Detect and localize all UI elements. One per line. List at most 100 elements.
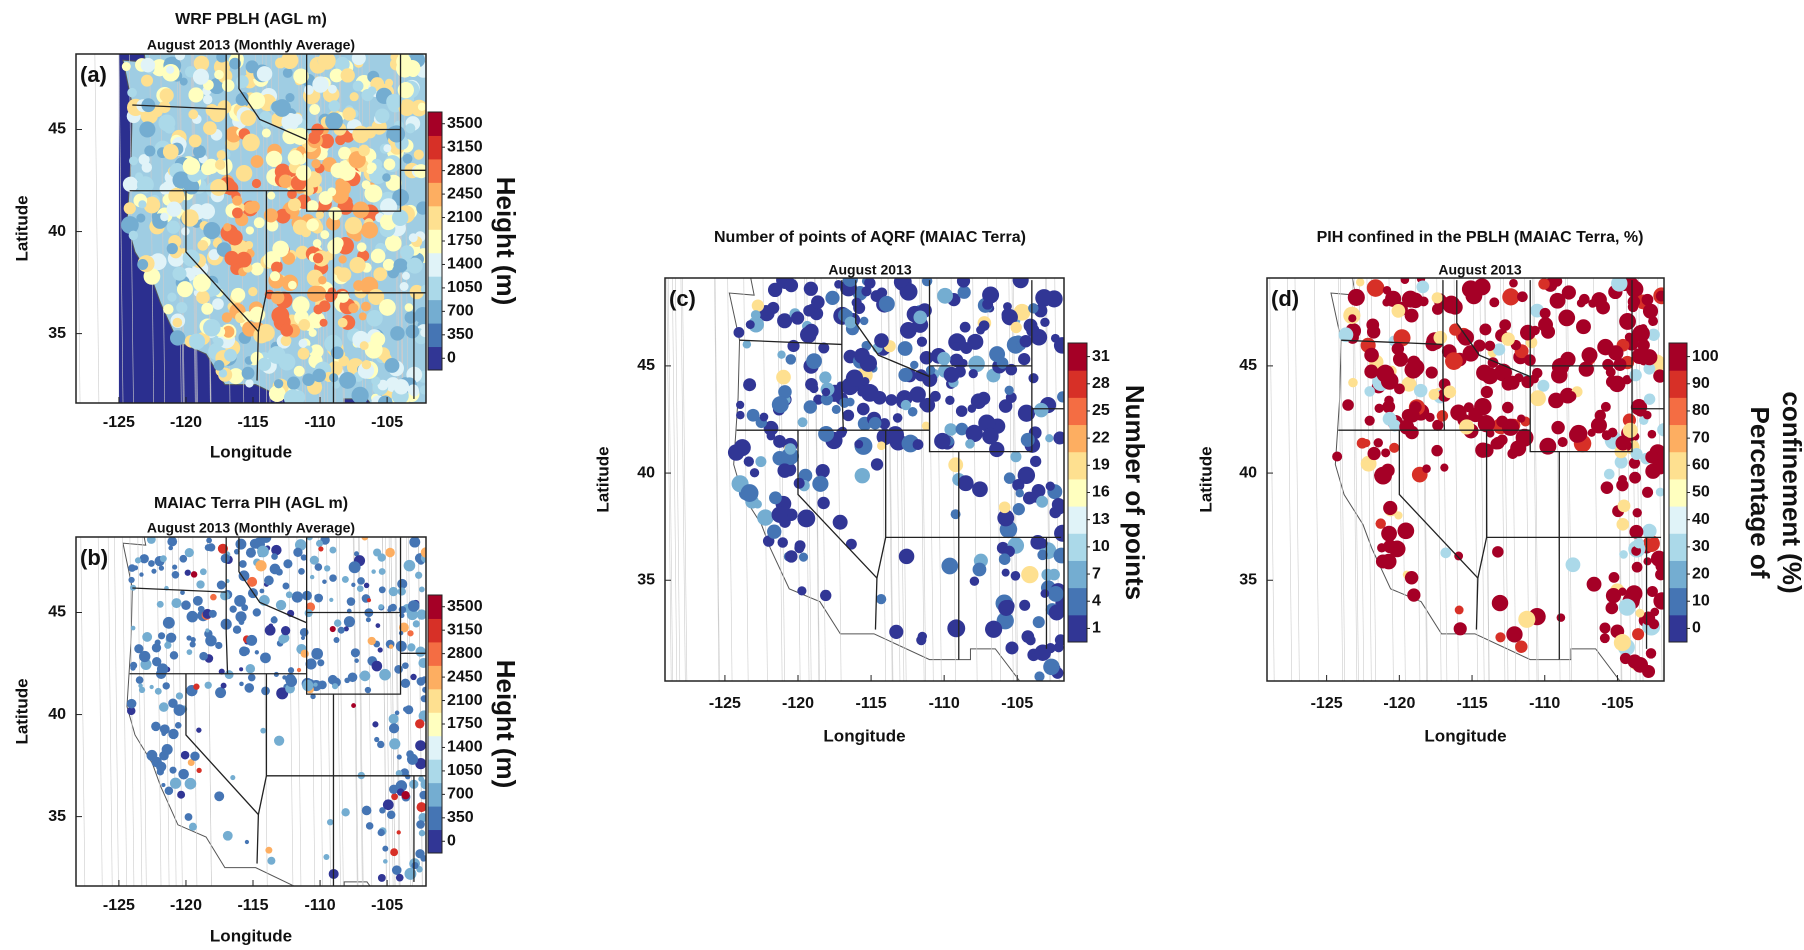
map-cell [287,189,297,200]
map-cell [403,559,416,572]
map-cell [876,594,887,605]
map-cell [384,234,402,252]
map-cell [1032,616,1045,629]
map-cell [1425,412,1435,423]
map-cell [1375,518,1386,529]
map-cell [1556,613,1566,622]
map-cell [405,123,416,134]
map-cell [320,230,330,240]
map-cell [1459,419,1475,435]
county-line [1565,278,1571,681]
map-cell [213,360,225,371]
map-cell [1600,481,1614,494]
map-cell [1004,385,1014,395]
state-border [1475,430,1488,630]
map-cell [378,568,386,575]
map-cell [415,646,426,657]
map-cell [229,605,237,613]
map-cell [257,323,275,342]
county-line [675,278,681,681]
map-cell [127,87,137,98]
map-cell [373,267,388,282]
map-cell [338,355,350,367]
map-cell [374,736,380,743]
map-cell [1355,278,1365,287]
map-cell [232,625,242,634]
map-cell [188,822,197,831]
colorbar-tick-label: 19 [1092,457,1110,474]
map-cell [1632,628,1645,641]
map-cell [777,313,793,329]
map-cell [169,651,179,660]
map-cell [312,76,329,93]
map-cell [1499,319,1512,331]
map-cell [985,620,1003,638]
map-cell [391,865,402,875]
map-cell [409,284,424,300]
map-cell [396,54,412,70]
map-cell [943,366,960,383]
map-cell [135,676,144,684]
map-cell [151,721,161,732]
map-cell [1440,463,1449,472]
map-cell [352,80,364,92]
map-cell [397,82,414,99]
map-cell [224,670,234,680]
map-cell [1641,293,1654,306]
map-cell [162,682,170,690]
map-cell [139,650,151,663]
map-cell [305,658,317,670]
map-cell [998,399,1013,413]
map-cell [137,259,149,270]
map-cell [899,282,918,301]
county-line [207,537,212,886]
map-cell [167,537,178,547]
map-cell [1404,571,1419,585]
map-cell [388,586,399,597]
map-cell [1655,487,1664,497]
map-cell [845,538,857,550]
map-cell [282,582,290,590]
map-cell [325,112,343,131]
colorbar-tick-label: 1400 [447,739,483,756]
map-cell [220,553,230,564]
map-cell [348,303,359,314]
map-cell [1645,450,1659,464]
colorbar-tick-label: 30 [1692,538,1710,555]
y-tick-label: 40 [48,223,66,240]
map-cell [1342,399,1354,411]
map-cell [415,740,426,751]
map-cell [313,304,324,315]
map-cell [271,100,284,113]
map-cell [1617,499,1631,513]
county-line [114,537,119,886]
colorbar-tick-label: 3150 [447,138,483,155]
map-cell [1537,379,1550,392]
map-cell [154,639,161,646]
map-cell [196,290,210,305]
map-cell [159,88,174,103]
map-cell [384,358,400,373]
map-cell [818,425,835,442]
county-line [895,278,901,681]
colorbar-band [428,346,442,371]
map-cell [1600,401,1611,412]
map-cell [134,644,144,654]
map-cell [296,667,302,673]
map-cell [406,257,423,274]
map-cell [401,271,410,280]
x-tick-label: -125 [103,414,135,431]
map-cell [174,721,182,729]
map-cell [317,54,336,70]
map-cell [275,57,286,69]
map-cell [1642,410,1652,420]
colorbar-tick-label: 2450 [447,185,483,202]
map-cell [398,622,409,633]
map-cell [784,443,797,455]
map-cell [235,611,247,623]
map-cell [218,369,228,378]
colorbar-tick-label: 1750 [447,232,483,249]
county-line [156,537,162,886]
map-cell [307,285,324,302]
map-cell [192,68,210,85]
